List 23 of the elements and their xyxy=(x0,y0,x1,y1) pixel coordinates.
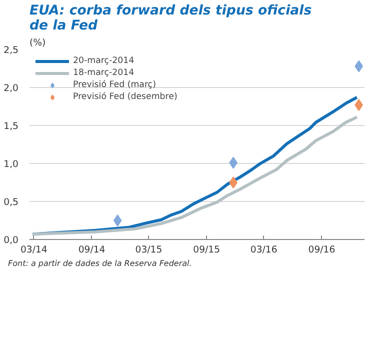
legend-label: 20-març-2014 xyxy=(73,55,134,67)
legend-label: 18-març-2014 xyxy=(73,67,134,79)
y-tick-label: 1,0 xyxy=(4,159,19,170)
text: Font: a partir de dades de la Reserva Federal. xyxy=(8,258,192,270)
point xyxy=(354,60,364,72)
x-tick-label: 09/14 xyxy=(78,244,106,256)
point xyxy=(229,176,238,188)
point xyxy=(113,214,122,226)
x-tick-label: 09/15 xyxy=(193,244,220,256)
x-tick-label: 03/16 xyxy=(250,244,278,256)
x-tick-label: 09/16 xyxy=(308,244,336,256)
point xyxy=(354,98,364,111)
y-tick-label: 0,0 xyxy=(4,235,19,246)
chart-title: EUA: corba forward dels tipus oficials de la Fed xyxy=(30,4,312,34)
legend-label: Previsió Fed (març) xyxy=(73,79,156,91)
legend-label: Previsió Fed (desembre) xyxy=(73,91,178,103)
y-tick-label: 0,5 xyxy=(4,197,19,208)
x-tick-label: 03/15 xyxy=(135,244,162,256)
y-tick-label: 2,0 xyxy=(4,83,19,94)
y-tick-label: 1,5 xyxy=(4,121,19,132)
x-tick-label: 03/14 xyxy=(20,244,48,256)
y-axis-title: (%) xyxy=(30,38,46,48)
y-tick-label: 2,5 xyxy=(4,45,19,56)
